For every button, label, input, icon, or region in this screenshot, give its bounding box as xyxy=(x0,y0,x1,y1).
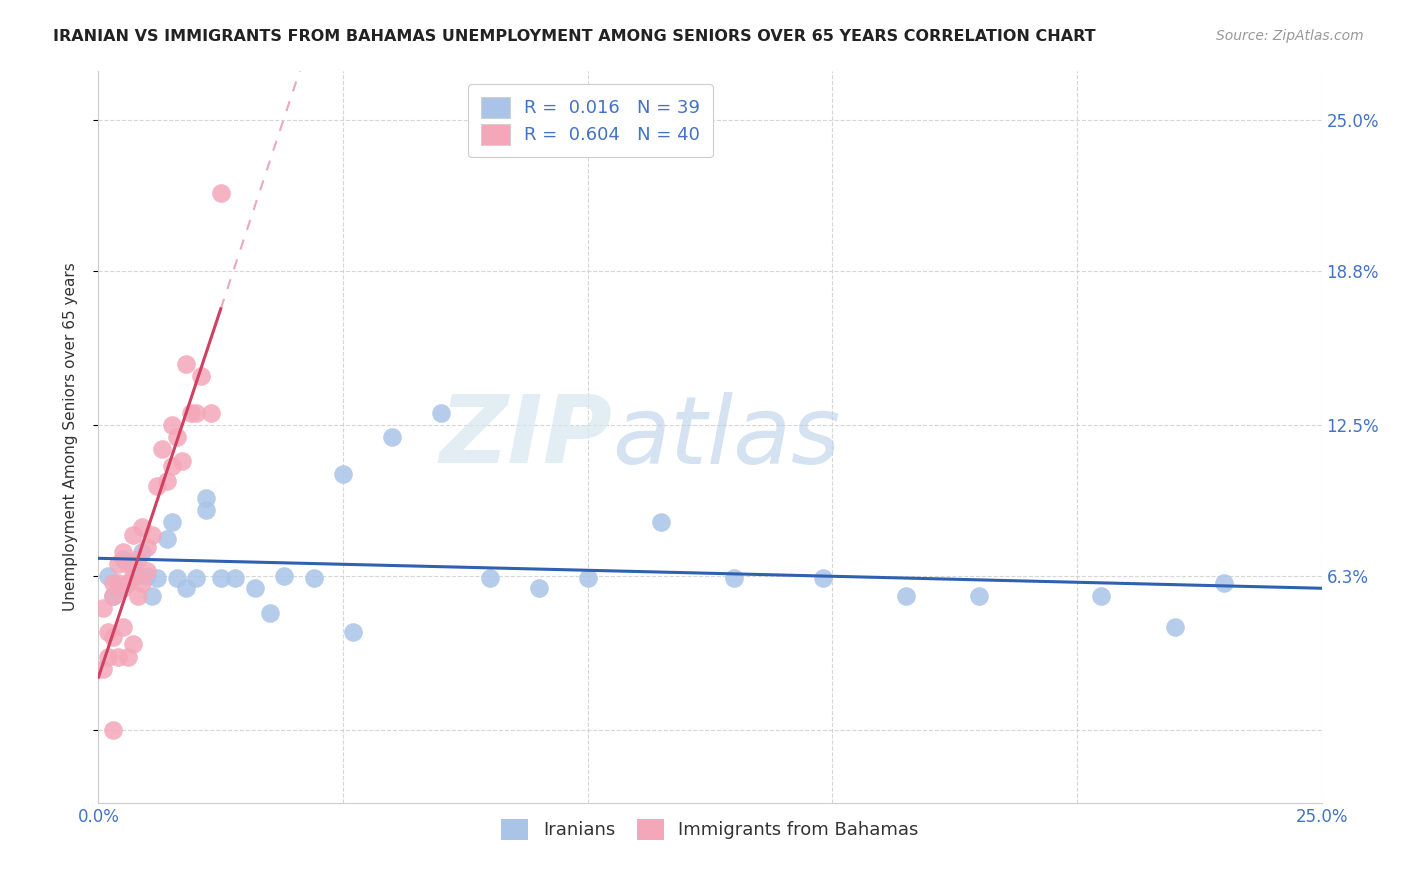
Point xyxy=(195,503,218,517)
Point xyxy=(136,540,159,554)
Point xyxy=(156,533,179,547)
Point xyxy=(146,479,169,493)
Point xyxy=(1212,576,1234,591)
Point xyxy=(97,569,120,583)
Point xyxy=(243,581,266,595)
Y-axis label: Unemployment Among Seniors over 65 years: Unemployment Among Seniors over 65 years xyxy=(63,263,77,611)
Point xyxy=(190,369,212,384)
Point xyxy=(101,630,124,644)
Point xyxy=(160,516,183,530)
Point xyxy=(576,572,599,586)
Point xyxy=(186,406,208,420)
Point xyxy=(160,417,183,432)
Point xyxy=(156,474,179,488)
Point xyxy=(195,491,218,505)
Point xyxy=(381,430,404,444)
Point xyxy=(91,662,114,676)
Point xyxy=(141,589,163,603)
Point xyxy=(811,572,834,586)
Point xyxy=(723,572,745,586)
Legend: Iranians, Immigrants from Bahamas: Iranians, Immigrants from Bahamas xyxy=(492,810,928,848)
Point xyxy=(117,576,139,591)
Point xyxy=(150,442,173,457)
Point xyxy=(273,569,295,583)
Point xyxy=(117,649,139,664)
Point xyxy=(117,557,139,571)
Point xyxy=(160,459,183,474)
Point xyxy=(121,637,143,651)
Point xyxy=(141,527,163,541)
Point xyxy=(131,520,153,534)
Point xyxy=(342,625,364,640)
Point xyxy=(200,406,222,420)
Point xyxy=(107,576,129,591)
Point xyxy=(127,569,149,583)
Point xyxy=(97,649,120,664)
Point xyxy=(101,589,124,603)
Point xyxy=(527,581,550,595)
Point xyxy=(180,406,202,420)
Point xyxy=(894,589,917,603)
Point xyxy=(176,581,198,595)
Text: ZIP: ZIP xyxy=(439,391,612,483)
Point xyxy=(127,589,149,603)
Point xyxy=(259,606,281,620)
Point xyxy=(136,564,159,578)
Point xyxy=(131,576,153,591)
Point xyxy=(117,576,139,591)
Point xyxy=(209,186,232,201)
Point xyxy=(121,557,143,571)
Point xyxy=(430,406,453,420)
Point xyxy=(101,576,124,591)
Point xyxy=(209,572,232,586)
Point xyxy=(1090,589,1112,603)
Point xyxy=(176,357,198,371)
Point xyxy=(1164,620,1187,634)
Point xyxy=(332,467,354,481)
Point xyxy=(166,430,188,444)
Point xyxy=(136,569,159,583)
Point xyxy=(111,620,134,634)
Point xyxy=(967,589,990,603)
Text: IRANIAN VS IMMIGRANTS FROM BAHAMAS UNEMPLOYMENT AMONG SENIORS OVER 65 YEARS CORR: IRANIAN VS IMMIGRANTS FROM BAHAMAS UNEMP… xyxy=(53,29,1097,44)
Point xyxy=(107,557,129,571)
Point xyxy=(111,552,134,566)
Point xyxy=(186,572,208,586)
Text: Source: ZipAtlas.com: Source: ZipAtlas.com xyxy=(1216,29,1364,43)
Point xyxy=(170,454,193,468)
Point xyxy=(127,552,149,566)
Point xyxy=(121,527,143,541)
Point xyxy=(302,572,325,586)
Point xyxy=(101,723,124,737)
Point xyxy=(131,544,153,558)
Point xyxy=(478,572,501,586)
Point xyxy=(166,572,188,586)
Point xyxy=(121,569,143,583)
Point xyxy=(111,581,134,595)
Point xyxy=(107,649,129,664)
Point xyxy=(650,516,672,530)
Text: atlas: atlas xyxy=(612,392,841,483)
Point xyxy=(101,589,124,603)
Point xyxy=(224,572,246,586)
Point xyxy=(97,625,120,640)
Point xyxy=(111,544,134,558)
Point xyxy=(91,600,114,615)
Point xyxy=(107,581,129,595)
Point xyxy=(146,572,169,586)
